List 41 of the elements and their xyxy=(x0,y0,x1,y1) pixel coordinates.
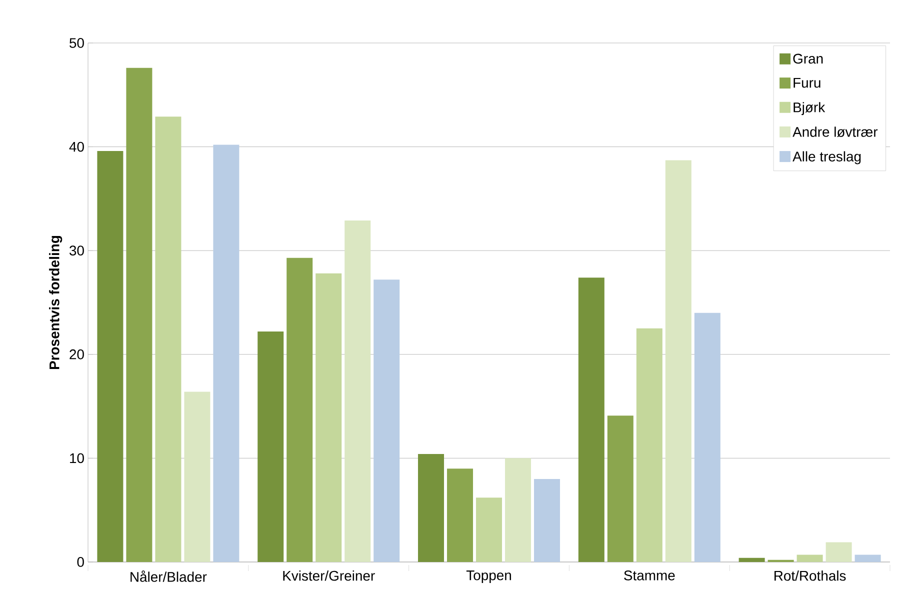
bar xyxy=(213,144,240,562)
y-axis-title: Prosentvis fordeling xyxy=(49,236,62,369)
bar xyxy=(374,280,400,562)
bar xyxy=(665,160,692,562)
x-tick-label: Stamme xyxy=(624,570,675,580)
legend-label: Bjørk xyxy=(794,102,826,116)
x-tick-label: Kvister/Greiner xyxy=(283,570,375,581)
bar xyxy=(286,258,313,562)
bar xyxy=(505,458,532,562)
bar xyxy=(447,468,474,562)
x-tick-label: Rot/Rothals xyxy=(774,570,846,581)
y-tick-label: 40 xyxy=(69,142,84,152)
bar xyxy=(826,542,852,562)
bar xyxy=(476,498,502,562)
bar xyxy=(344,220,371,562)
bar xyxy=(155,116,182,562)
x-tick-label: Nåler/Blader xyxy=(130,570,207,582)
bar xyxy=(738,558,765,562)
bar xyxy=(126,68,152,562)
bar xyxy=(534,478,560,562)
y-tick-label: 20 xyxy=(70,349,84,360)
x-tick-label: Toppen xyxy=(466,570,511,583)
legend-label: Furu xyxy=(794,78,820,88)
bar xyxy=(607,416,634,562)
legend-label: Gran xyxy=(793,54,823,64)
bar xyxy=(316,273,342,562)
bar xyxy=(184,392,210,562)
bar xyxy=(258,332,284,562)
bar xyxy=(796,554,823,562)
bar xyxy=(97,150,124,562)
bar xyxy=(854,554,881,562)
bar xyxy=(418,454,444,562)
y-tick-label: 50 xyxy=(70,38,84,48)
legend-label: Alle treslag xyxy=(792,151,861,164)
bar xyxy=(578,278,604,562)
y-tick-label: 10 xyxy=(70,453,84,464)
y-tick-label: 0 xyxy=(77,557,84,567)
legend-label: Andre løvtrær xyxy=(792,126,878,138)
bar xyxy=(636,328,662,562)
y-tick-label: 30 xyxy=(70,246,84,256)
bar xyxy=(694,312,720,562)
